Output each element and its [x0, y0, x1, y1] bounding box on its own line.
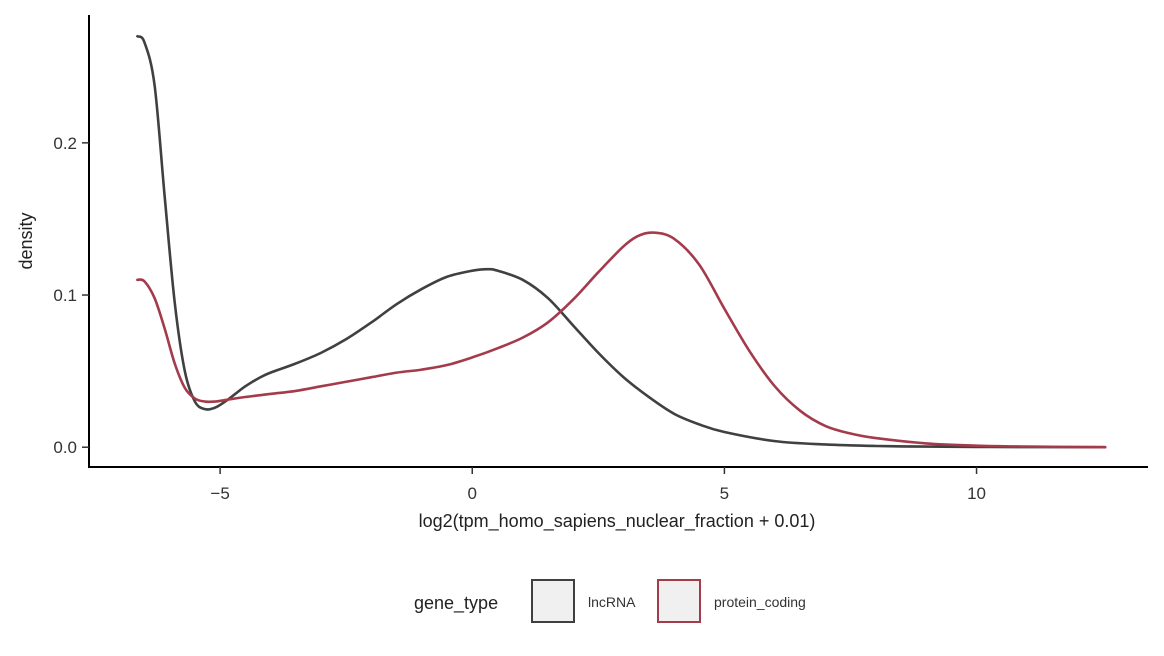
x-tick-label: 0 — [468, 484, 477, 503]
legend-label-protein-coding: protein_coding — [714, 594, 806, 610]
density-line-lncrna — [136, 35, 1107, 449]
legend-title: gene_type — [414, 593, 498, 614]
y-tick-label: 0.2 — [53, 134, 77, 153]
density-line-protein-coding — [136, 231, 1107, 449]
x-tick-label: 5 — [720, 484, 729, 503]
x-tick-label: 10 — [967, 484, 986, 503]
y-tick-label: 0.0 — [53, 438, 77, 457]
x-axis-title: log2(tpm_homo_sapiens_nuclear_fraction +… — [419, 511, 816, 532]
legend-key-lncrna — [531, 579, 575, 623]
y-tick-label: 0.1 — [53, 286, 77, 305]
axes — [88, 15, 1148, 468]
density-curves — [136, 35, 1107, 449]
y-axis-title: density — [16, 212, 36, 269]
legend: gene_type lncRNA protein_coding — [414, 579, 806, 623]
x-tick-label: −5 — [210, 484, 229, 503]
legend-label-lncrna: lncRNA — [588, 594, 636, 610]
y-ticks: 0.0 0.1 0.2 — [53, 134, 89, 457]
x-ticks: −5 0 5 10 — [210, 467, 986, 503]
legend-key-protein-coding — [657, 579, 701, 623]
